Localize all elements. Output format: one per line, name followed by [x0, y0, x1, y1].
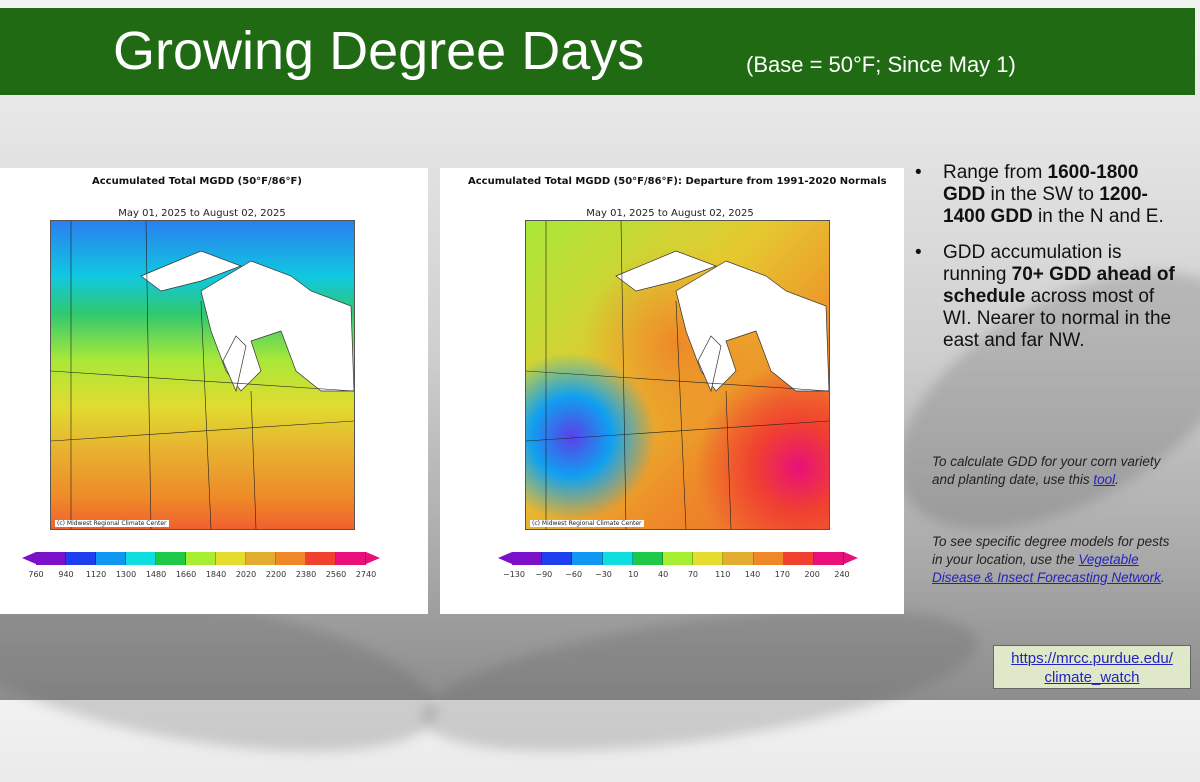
pest-models-note: To see specific degree models for pests …	[932, 534, 1170, 585]
colorbar-segment	[512, 552, 543, 565]
colorbar-tick-label: 2020	[235, 570, 257, 579]
title-bar: Growing Degree Days (Base = 50°F; Since …	[0, 8, 1195, 95]
colorbar-segment	[216, 552, 246, 565]
colorbar-segment	[126, 552, 156, 565]
gdd-total-map: (c) Midwest Regional Climate Center	[50, 220, 355, 530]
colorbar-tick-label: 140	[744, 570, 761, 579]
bullet-accumulation: GDD accumulation is running 70+ GDD ahea…	[915, 242, 1185, 352]
colorbar-segment	[813, 552, 845, 565]
colorbar-segment	[306, 552, 336, 565]
colorbar-tick-label: 200	[804, 570, 820, 579]
colorbar-tick-label: 1480	[145, 570, 167, 579]
colorbar-tick-label: 40	[657, 570, 669, 579]
map-title: Accumulated Total MGDD (50°F/86°F)	[92, 176, 302, 187]
colorbar-ticks: −130 −90 −60 −30 10 40 70 110 140 170 200 240	[503, 570, 850, 582]
colorbar-tick-label: 1300	[115, 570, 137, 579]
colorbar-segment	[186, 552, 216, 565]
gdd-departure-map: (c) Midwest Regional Climate Center	[525, 220, 830, 530]
colorbar-segment	[542, 552, 573, 565]
map-date-range: May 01, 2025 to August 02, 2025	[586, 208, 754, 219]
colorbar-segment	[246, 552, 276, 565]
colorbar-min-arrow	[498, 552, 512, 564]
colorbar-tick-label: −90	[535, 570, 553, 579]
colorbar-segment	[36, 552, 66, 565]
colorbar-tick-label: 2740	[355, 570, 377, 579]
colorbar-segment	[336, 552, 366, 565]
colorbar-tick-label: 2380	[295, 570, 317, 579]
colorbar-segment	[632, 552, 663, 565]
colorbar	[498, 552, 858, 565]
colorbar-segment	[276, 552, 306, 565]
bullet-range: Range from 1600-1800 GDD in the SW to 12…	[915, 162, 1185, 228]
colorbar-tick-label: 10	[628, 570, 639, 579]
colorbar-segment	[66, 552, 96, 565]
tool-link[interactable]: tool	[1093, 472, 1116, 487]
colorbar-segment	[783, 552, 814, 565]
colorbar-ticks: 760 940 1120 1300 1480 1660 1840 2020 2200 2380 25…	[28, 570, 376, 582]
climate-watch-link-box: https://mrcc.purdue.edu/ climate_watch	[993, 645, 1191, 689]
colorbar-segment	[693, 552, 724, 565]
colorbar-tick-label: 170	[774, 570, 790, 579]
colorbar-tick-label: −30	[595, 570, 612, 579]
colorbar-tick-label: 110	[715, 570, 731, 579]
slide-title: Growing Degree Days	[113, 21, 645, 81]
colorbar-tick-label: 1840	[205, 570, 227, 579]
colorbar-tick-label: −130	[503, 570, 525, 579]
colorbar-segments	[512, 552, 845, 565]
colorbar-segment	[723, 552, 754, 565]
colorbar-segment	[662, 552, 694, 565]
gdd-departure-map-panel: Accumulated Total MGDD (50°F/86°F): Depa…	[440, 168, 904, 614]
colorbar-segment	[96, 552, 126, 565]
slide-subtitle: (Base = 50°F; Since May 1)	[746, 52, 1016, 77]
colorbar-tick-label: 1120	[85, 570, 107, 579]
colorbar-tick-label: 2200	[265, 570, 287, 579]
climate-watch-link-line2[interactable]: climate_watch	[1044, 669, 1140, 686]
colorbar-tick-label: 2560	[325, 570, 347, 579]
colorbar	[22, 552, 380, 565]
colorbar-segment	[753, 552, 784, 565]
vdifn-link[interactable]: Vegetable Disease & Insect Forecasting N…	[932, 552, 1161, 585]
colorbar-segment	[602, 552, 633, 565]
colorbar-segments	[36, 552, 366, 565]
climate-watch-link[interactable]: https://mrcc.purdue.edu/	[1011, 650, 1173, 667]
colorbar-tick-label: 70	[687, 570, 698, 579]
gdd-total-map-panel: Accumulated Total MGDD (50°F/86°F) May 0…	[0, 168, 428, 614]
colorbar-min-arrow	[22, 552, 36, 564]
map-credit: (c) Midwest Regional Climate Center	[55, 520, 169, 527]
colorbar-segment	[156, 552, 186, 565]
colorbar-tick-label: −60	[565, 570, 583, 579]
corn-gdd-note: To calculate GDD for your corn variety a…	[932, 454, 1161, 487]
colorbar-tick-label: 240	[834, 570, 850, 579]
great-lakes-shapes	[526, 221, 829, 529]
colorbar-max-arrow	[844, 552, 858, 564]
colorbar-max-arrow	[366, 552, 380, 564]
summary-bullets: Range from 1600-1800 GDD in the SW to 12…	[915, 162, 1185, 366]
map-title: Accumulated Total MGDD (50°F/86°F): Depa…	[468, 176, 887, 187]
map-credit: (c) Midwest Regional Climate Center	[530, 520, 644, 527]
colorbar-tick-label: 940	[58, 570, 74, 579]
colorbar-tick-label: 760	[28, 570, 44, 579]
colorbar-tick-label: 1660	[175, 570, 197, 579]
great-lakes-shapes	[51, 221, 354, 529]
colorbar-segment	[572, 552, 603, 565]
map-date-range: May 01, 2025 to August 02, 2025	[118, 208, 286, 219]
